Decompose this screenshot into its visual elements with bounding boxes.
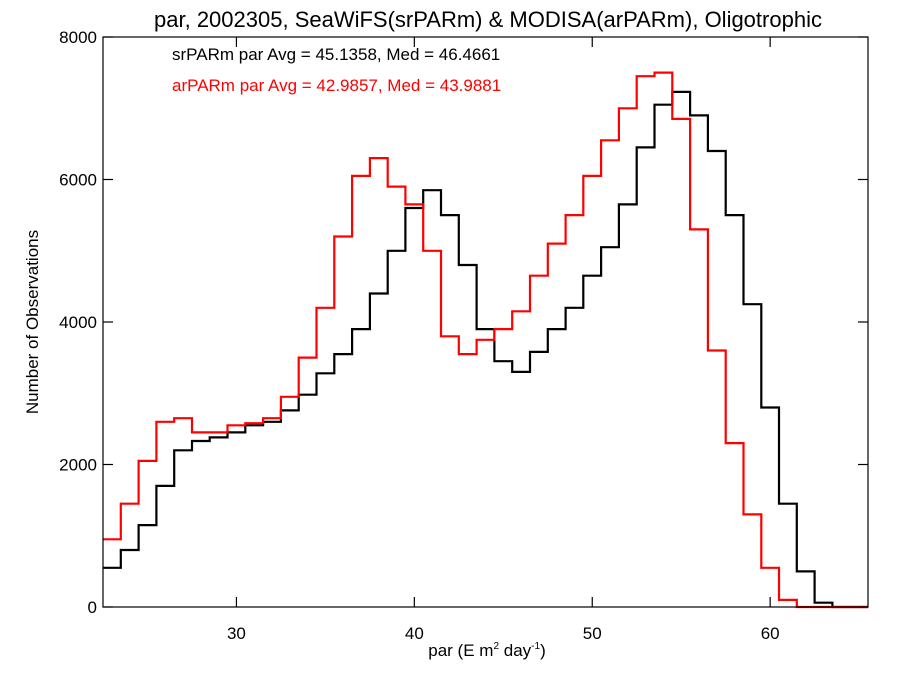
plot-series: [103, 71, 868, 609]
series-line-srparm: [103, 90, 868, 609]
x-axis-label-end: ): [540, 641, 546, 660]
annotation-arparm: arPARm par Avg = 42.9857, Med = 43.9881: [172, 76, 501, 95]
series-line-arparm: [103, 71, 868, 609]
y-tick-label: 0: [88, 598, 97, 617]
y-tick-label: 6000: [59, 171, 97, 190]
y-tick-label: 2000: [59, 456, 97, 475]
y-axis-ticks: 0 2000 4000 6000 8000: [59, 28, 868, 617]
x-tick-label: 30: [227, 624, 246, 643]
x-axis-label-sup1: 2: [493, 641, 499, 652]
x-axis-label: par (E m2 day-1): [428, 641, 545, 660]
annotation-srparm: srPARm par Avg = 45.1358, Med = 46.4661: [172, 45, 500, 64]
x-tick-label: 50: [583, 624, 602, 643]
x-axis-label-main: par (E m: [428, 641, 493, 660]
x-axis-label-sup2: -1: [531, 641, 540, 652]
chart-title: par, 2002305, SeaWiFS(srPARm) & MODISA(a…: [154, 7, 822, 32]
y-tick-label: 8000: [59, 28, 97, 47]
x-tick-label: 60: [761, 624, 780, 643]
x-tick-label: 40: [405, 624, 424, 643]
x-axis-ticks: 30 40 50 60: [227, 37, 780, 643]
plot-frame: [102, 36, 869, 608]
y-axis-label: Number of Observations: [23, 230, 42, 414]
y-tick-label: 4000: [59, 313, 97, 332]
x-axis-label-mid: day: [499, 641, 532, 660]
